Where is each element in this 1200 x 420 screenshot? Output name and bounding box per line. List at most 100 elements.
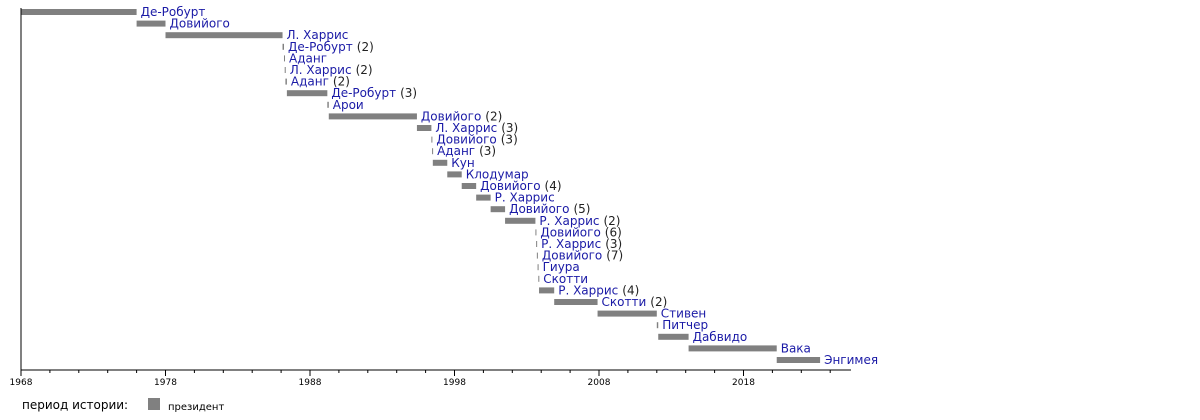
term-name: Энгимея [824,353,878,367]
term-bar [535,229,537,236]
term-label: Р. Харрис [495,191,555,205]
term-label: Довийого (4) [480,179,561,193]
term-number: (2) [650,295,667,309]
x-axis: 1968 1978 1988 1998 2008 2018 [10,8,851,388]
tick-label: 1998 [443,378,466,388]
term-name: Дабвидо [693,330,748,344]
term-label: Кун [451,156,474,170]
term-name: Р. Харрис [541,237,601,251]
tick-label: 1978 [154,378,177,388]
term-number: (7) [606,249,623,263]
term-label: Вака [781,341,811,355]
term-label: Довийого (6) [540,225,621,239]
term-name: Аданг [289,51,327,65]
tick-label: 1988 [299,378,322,388]
term-number: (6) [605,225,622,239]
term-bar [447,171,462,178]
term-bar [327,101,329,108]
term-name: Кун [451,156,474,170]
term-bar [286,90,328,97]
term-label: Довийого (2) [421,109,502,123]
term-bar [539,287,555,294]
term-name: Довийого [540,225,600,239]
term-bar [283,55,285,62]
term-label: Де-Робурт [141,5,206,19]
tick-label: 2008 [588,378,611,388]
term-name: Р. Харрис [539,214,599,228]
term-number: (5) [573,202,590,216]
term-name: Л. Харрис [435,121,497,135]
term-name: Довийого [170,17,230,31]
term-label: Л. Харрис [287,28,349,42]
term-name: Аданг [437,144,475,158]
term-number: (3) [501,133,518,147]
term-name: Скотти [543,272,588,286]
term-bar [688,345,777,352]
term-label: Довийого (7) [542,249,623,263]
term-number: (2) [356,63,373,77]
term-name: Л. Харрис [287,28,349,42]
term-bar [328,113,417,120]
term-number: (3) [479,144,496,158]
term-bar [536,241,538,247]
term-label: Арои [333,98,364,112]
term-name: Арои [333,98,364,112]
term-bar [656,322,659,329]
term-number: (2) [357,40,374,54]
term-name: Аданг [291,75,329,89]
term-bar [282,43,284,50]
term-label: Де-Робурт (2) [288,40,374,54]
term-bar [284,67,286,73]
term-label: Аданг (2) [291,75,350,89]
term-name: Р. Харрис [558,283,618,297]
term-bar [285,78,287,85]
term-number: (3) [605,237,622,251]
term-bar [536,252,538,259]
legend: период истории: президент [22,398,224,413]
term-name: Де-Робурт [331,86,396,100]
term-name: Вака [781,341,811,355]
term-bar [461,183,477,189]
legend-title: период истории: [22,398,128,412]
term-bar [136,20,166,27]
term-bar [476,194,491,201]
term-label: Аданг [289,51,327,65]
term-number: (2) [485,109,502,123]
term-label: Л. Харрис (3) [435,121,518,135]
tick-label: 2018 [732,378,755,388]
term-number: (4) [622,283,639,297]
term-name: Клодумар [466,167,529,181]
term-bar [416,125,432,131]
term-bar [554,299,598,305]
term-name: Р. Харрис [495,191,555,205]
term-label: Энгимея [824,353,878,367]
term-bars [21,9,821,363]
term-label: Довийого (5) [509,202,590,216]
term-label: Р. Харрис (2) [539,214,620,228]
term-bar [597,310,657,317]
term-label: Дабвидо [693,330,748,344]
term-label: Скотти [543,272,588,286]
term-bar [432,159,448,166]
legend-swatch [148,398,160,410]
term-label: Довийого (3) [436,133,517,147]
term-name: Де-Робурт [141,5,206,19]
term-name: Довийого [480,179,540,193]
term-name: Питчер [662,318,708,332]
term-label: Стивен [661,307,706,321]
term-label: Довийого [170,17,230,31]
tick-label: 1968 [10,378,33,388]
term-name: Л. Харрис [290,63,352,77]
term-bar [21,9,137,15]
term-number: (2) [603,214,620,228]
term-number: (4) [545,179,562,193]
term-bar [537,264,539,271]
term-name: Скотти [602,295,647,309]
term-bar [432,148,434,155]
term-name: Довийого [509,202,569,216]
term-bar [776,357,821,363]
term-label: Р. Харрис (4) [558,283,639,297]
legend-item-label: президент [168,402,224,413]
term-name: Довийого [436,133,496,147]
